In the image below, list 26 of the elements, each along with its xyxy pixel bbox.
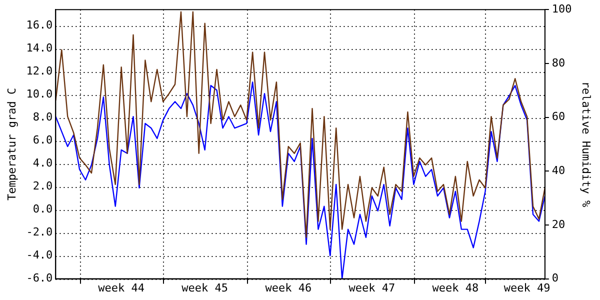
- y2-tick-label: 0: [552, 272, 559, 285]
- y-tick-label: -2.0: [26, 226, 53, 239]
- x-tick-label: week 44: [98, 281, 145, 294]
- x-tick-label: week 48: [432, 281, 479, 294]
- x-tick-label: week 46: [265, 281, 312, 294]
- y-tick-label: 8.0: [32, 110, 53, 124]
- y-tick-label: 10.0: [26, 88, 53, 101]
- y-tick-label: 0.0: [32, 202, 53, 216]
- y-tick-label: 2.0: [32, 180, 53, 193]
- y-tick-label: 12.0: [26, 64, 53, 78]
- y2-tick-label: 40: [552, 164, 566, 177]
- y2-tick-label: 60: [552, 110, 566, 124]
- y2-tick-label: 100: [552, 2, 572, 16]
- y-tick-label: 6.0: [32, 134, 53, 147]
- y2-tick-label: 80: [552, 56, 566, 70]
- x-tick-label: week 45: [182, 281, 228, 294]
- y-tick-label: -4.0: [26, 248, 53, 262]
- x-tick-label: week 49: [504, 281, 550, 294]
- y2-axis-title: relative Humidity %: [580, 81, 593, 208]
- y-tick-label: 4.0: [32, 156, 53, 170]
- y-tick-label: -6.0: [26, 272, 53, 285]
- x-tick-label: week 47: [348, 281, 396, 294]
- y-axis-title: Temperatur grad C: [5, 88, 18, 200]
- y-tick-label: 14.0: [26, 42, 53, 55]
- y2-tick-label: 20: [552, 218, 566, 231]
- y-tick-label: 16.0: [26, 18, 53, 32]
